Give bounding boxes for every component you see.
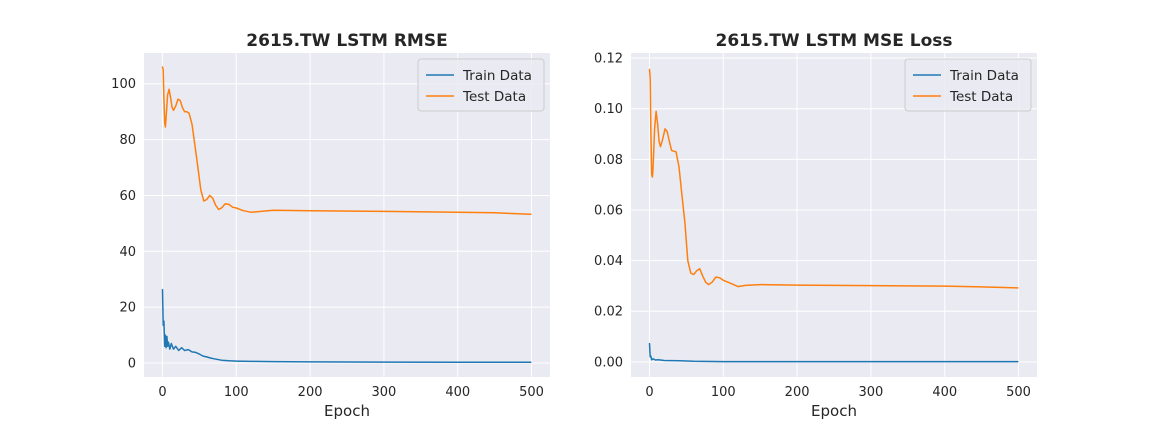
y-tick-label: 0.10: [594, 102, 623, 117]
series-line-test-data: [648, 68, 1019, 289]
series-line-train-data: [648, 342, 1019, 363]
chart-title: 2615.TW LSTM MSE Loss: [716, 31, 953, 51]
y-tick-label: 80: [119, 133, 136, 148]
legend: Train Data Test Data: [904, 58, 1032, 112]
rmse-chart: 0 100 200 300 400 500 0 20 40 60 80 100 2615.TW LSTM…: [111, 31, 550, 420]
x-axis-label: Epoch: [811, 402, 857, 420]
x-tick-label: 400: [932, 385, 957, 400]
legend-box: [417, 58, 545, 112]
mse-loss-chart: 0 100 200 300 400 500 0.00 0.02 0.04 0.06 0.08 0.10…: [594, 31, 1037, 420]
x-axis-label: Epoch: [324, 402, 370, 420]
y-tick-label: 40: [119, 245, 136, 260]
y-tick-label: 0.02: [594, 305, 623, 320]
y-tick-label: 100: [111, 77, 136, 92]
x-tick-label: 200: [298, 385, 323, 400]
y-tick-label: 20: [119, 301, 136, 316]
x-tick-label: 100: [711, 385, 736, 400]
y-tick-label: 0: [128, 357, 136, 372]
y-tick-label: 60: [119, 189, 136, 204]
x-tick-label: 500: [519, 385, 544, 400]
x-tick-label: 400: [445, 385, 470, 400]
x-tick-label: 100: [224, 385, 249, 400]
legend-entry: Test Data: [462, 89, 526, 105]
legend-box: [904, 58, 1032, 112]
series-line-test-data: [161, 66, 532, 215]
legend-entry: Test Data: [949, 89, 1013, 105]
x-tick-label: 0: [158, 385, 166, 400]
y-tick-label: 0.04: [594, 254, 623, 269]
chart-title: 2615.TW LSTM RMSE: [246, 31, 447, 51]
legend-entry: Train Data: [949, 68, 1019, 84]
y-tick-label: 0.12: [594, 52, 623, 67]
series-line-train-data: [161, 288, 532, 363]
y-tick-label: 0.00: [594, 355, 623, 370]
y-tick-label: 0.08: [594, 153, 623, 168]
x-tick-label: 300: [371, 385, 396, 400]
legend: Train Data Test Data: [417, 58, 545, 112]
legend-entry: Train Data: [462, 68, 532, 84]
x-tick-label: 500: [1006, 385, 1031, 400]
x-tick-label: 300: [858, 385, 883, 400]
y-tick-label: 0.06: [594, 203, 623, 218]
x-tick-label: 0: [645, 385, 653, 400]
x-tick-label: 200: [785, 385, 810, 400]
